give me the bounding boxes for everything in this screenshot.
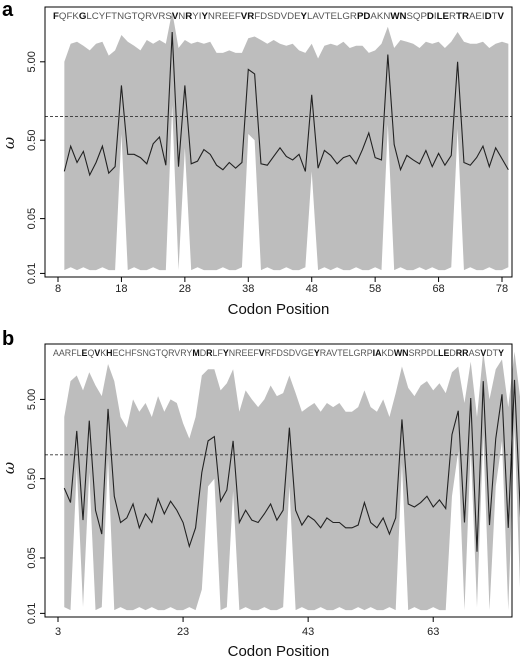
- panel-a: a 8 18 28 38 48 58 68 78 0.01 0.05 0.50 5.00 Codon P…: [0, 0, 513, 318]
- y-tick-label: 0.05: [26, 547, 38, 568]
- panel-a-letter: a: [2, 0, 14, 21]
- x-tick-label: 18: [115, 283, 127, 295]
- x-tick-label: 68: [432, 283, 444, 295]
- omega-series-line: [63, 31, 509, 177]
- y-tick-label: 5.00: [26, 389, 38, 410]
- y-tick-label: 0.50: [26, 129, 38, 150]
- sequence-text: AARFLEQVKHECHFSNGTQRVRYMDRLFYNREEFVRFDSD…: [53, 348, 505, 359]
- y-tick-label: 0.50: [26, 468, 38, 489]
- x-tick-label: 48: [306, 283, 318, 295]
- x-tick-label: 3: [55, 626, 61, 638]
- plot-frame: [44, 343, 513, 618]
- omega-series-line: [63, 379, 520, 552]
- y-tick-label: 0.05: [26, 208, 38, 229]
- x-tick-label: 8: [55, 283, 61, 295]
- x-tick-label: 38: [242, 283, 254, 295]
- y-axis-title: ω: [0, 462, 18, 474]
- confidence-band: [64, 11, 509, 271]
- y-tick-label: 5.00: [26, 51, 38, 72]
- confidence-band: [64, 351, 520, 611]
- sequence-text: FQFKGLCYFTNGTQRVRSVNRYIYNREEFVRFDSDVDEYL…: [53, 11, 505, 22]
- x-axis-title: Codon Position: [228, 643, 330, 659]
- plot-frame: [44, 6, 513, 278]
- x-tick-label: 43: [302, 626, 314, 638]
- x-tick-label: 28: [179, 283, 191, 295]
- y-tick-label: 0.01: [26, 603, 38, 624]
- panel-b: b 3 23 43 63 0.01 0.05 0.50 5.00 Codon Position ω…: [0, 328, 520, 659]
- x-tick-label: 63: [427, 626, 439, 638]
- y-axis-title: ω: [0, 137, 18, 149]
- y-tick-label: 0.01: [26, 263, 38, 284]
- panel-b-letter: b: [2, 328, 14, 350]
- x-tick-label: 78: [496, 283, 508, 295]
- x-tick-label: 23: [177, 626, 189, 638]
- x-tick-label: 58: [369, 283, 381, 295]
- x-axis-title: Codon Position: [228, 301, 330, 318]
